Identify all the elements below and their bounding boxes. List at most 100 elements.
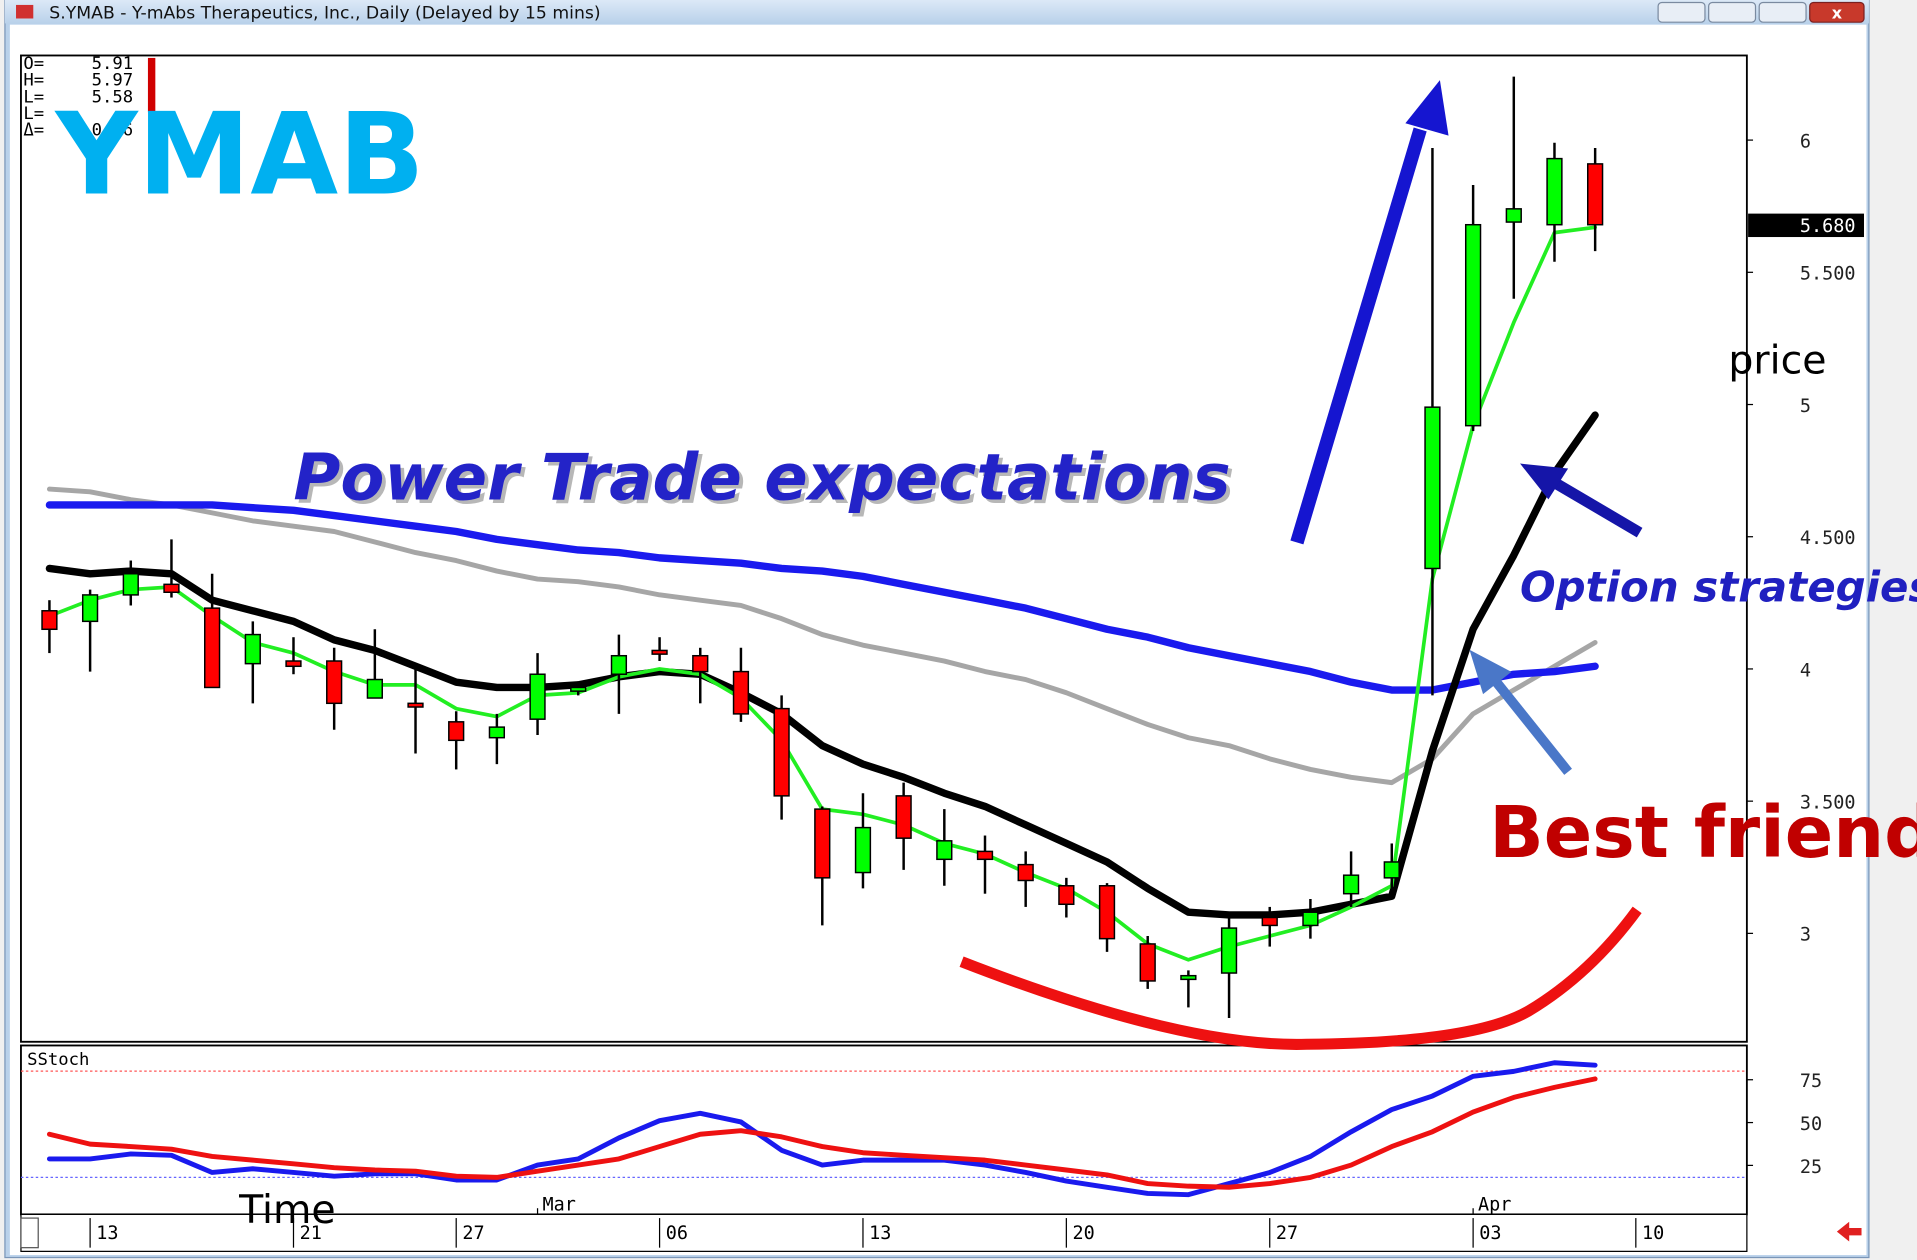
series-line: [45, 501, 1599, 694]
pin-button[interactable]: [1657, 1, 1706, 23]
candle-body: [1342, 874, 1360, 895]
smile-curve: [959, 906, 1642, 1050]
maximize-button[interactable]: [1758, 1, 1807, 23]
arrow-head: [1405, 80, 1449, 136]
candle-body: [1505, 208, 1522, 223]
candle-body: [895, 795, 912, 839]
ohlc-label: H=: [23, 71, 44, 91]
x-tick-label: 20: [1073, 1223, 1095, 1244]
candle-body: [488, 726, 506, 739]
candle-body: [1464, 223, 1482, 427]
annotation-layer: O= 5.91H= 5.97L= 5.58L=Δ= -0.26 YMAB Power T…: [23, 54, 1917, 1233]
series-line: [45, 411, 1599, 919]
x-tick-label: 13: [869, 1223, 891, 1244]
candle-body: [692, 654, 709, 673]
x-tick-label: 06: [666, 1223, 688, 1244]
title-bar: [4, 0, 1869, 24]
ohlc-label: L=: [23, 104, 44, 124]
candle-body: [1261, 916, 1278, 927]
candle-body: [651, 649, 668, 655]
scroll-handle[interactable]: [20, 1217, 39, 1249]
last-price-tag: [1748, 213, 1864, 238]
y-tick-label: 25: [1800, 1157, 1822, 1178]
plot-layer: 3 3.500 4 4.500 5 5.500 6 5.680 13 21 27 06 13 20 27 03…: [20, 76, 1864, 1248]
y-tick-label: 4: [1800, 660, 1811, 681]
annotation-shadow: Power Trade expectations: [297, 445, 1234, 519]
candle-body: [529, 673, 546, 720]
last-price-label: 5.680: [1800, 216, 1856, 237]
candle-body: [1017, 863, 1034, 882]
x-tick-label: 27: [462, 1223, 484, 1244]
minimize-button[interactable]: [1708, 1, 1757, 23]
series-line: [46, 1076, 1598, 1190]
candle-body: [163, 583, 180, 593]
y-tick-label: 3: [1800, 925, 1811, 946]
candle-body: [1220, 927, 1238, 974]
candle-body: [570, 686, 587, 692]
candle-body: [1424, 406, 1441, 570]
candle-body: [285, 660, 302, 668]
series-line: [46, 1060, 1598, 1198]
candle-body: [1587, 163, 1604, 226]
ohlc-label: O=: [23, 54, 44, 74]
close-icon: x: [1832, 3, 1843, 22]
month-label: Mar: [542, 1195, 575, 1216]
candle-body: [976, 850, 994, 861]
annotation-price: price: [1728, 338, 1826, 384]
candle-body: [81, 594, 99, 623]
candle-body: [610, 654, 628, 675]
ohlc-value: 5.58: [92, 87, 134, 107]
candle-body: [407, 702, 424, 708]
close-button[interactable]: [1809, 1, 1865, 23]
candle-body: [326, 660, 343, 705]
ohlc-value: -0.26: [81, 121, 133, 141]
ohlc-value: 5.97: [92, 71, 134, 91]
annotation-time: Time: [238, 1187, 336, 1233]
candle-body: [1546, 157, 1563, 226]
candle-body: [41, 610, 58, 631]
candle-body: [1139, 943, 1156, 982]
y-tick-label: 6: [1800, 131, 1811, 152]
candle-body: [448, 721, 465, 742]
y-tick-label: 5: [1800, 396, 1811, 417]
scroll-arrow[interactable]: [1836, 1221, 1862, 1242]
candle-body: [1302, 911, 1319, 927]
arrow-head: [1469, 649, 1512, 695]
candle-body: [773, 707, 790, 797]
window-title: S.YMAB - Y-mAbs Therapeutics, Inc., Dail…: [49, 3, 600, 23]
x-tick-label: 27: [1276, 1223, 1298, 1244]
annotation-best-friend: Best friend: [1489, 791, 1917, 874]
series-line: [46, 486, 1598, 786]
app-icon: [16, 4, 34, 19]
stoch-panel: [20, 1044, 1748, 1216]
time-axis: [20, 1213, 1748, 1252]
candle-body: [366, 678, 383, 699]
candle-body: [122, 573, 139, 596]
y-tick-label: 75: [1800, 1071, 1822, 1092]
volume-tick: [147, 57, 156, 113]
candle-body: [732, 670, 750, 715]
candle-body: [854, 826, 872, 874]
x-tick-label: 03: [1479, 1223, 1501, 1244]
price-panel: [20, 54, 1748, 1043]
x-tick-label: 13: [96, 1223, 118, 1244]
y-tick-label: 5.500: [1800, 264, 1856, 285]
annotation-option: Option strategies: [1520, 563, 1917, 612]
y-tick-label: 3.500: [1800, 793, 1856, 814]
ohlc-label: Δ=: [23, 121, 44, 141]
ohlc-value: 5.91: [92, 54, 134, 74]
candle-body: [244, 633, 261, 665]
candle-body: [814, 808, 831, 879]
candle-body: [1180, 974, 1197, 981]
candle-body: [1058, 885, 1075, 906]
y-tick-label: 4.500: [1800, 528, 1856, 549]
arrow-head: [1520, 463, 1569, 500]
ohlc-label: L=: [23, 87, 44, 107]
x-tick-label: 10: [1642, 1223, 1664, 1244]
arrow-option: [1552, 478, 1643, 538]
candle-body: [204, 607, 221, 689]
ohlc-panel: O= 5.91H= 5.97L= 5.58L=Δ= -0.26: [23, 54, 133, 141]
annotation-power-trade: Power Trade expectations: [293, 441, 1230, 515]
